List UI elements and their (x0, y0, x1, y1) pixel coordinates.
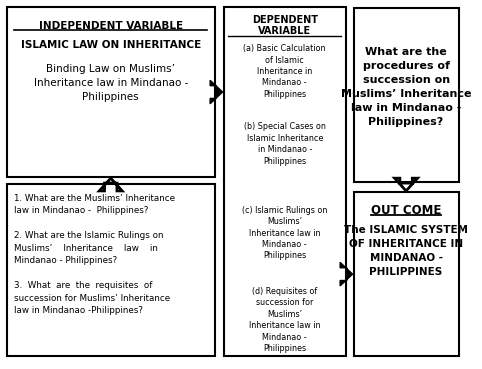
FancyBboxPatch shape (7, 7, 215, 177)
Polygon shape (395, 178, 417, 191)
Text: Binding Law on Muslims’
Inheritance law in Mindanao -
Philippines: Binding Law on Muslims’ Inheritance law … (34, 63, 188, 101)
Text: INDEPENDENT VARIABLE: INDEPENDENT VARIABLE (39, 21, 183, 31)
Text: ISLAMIC LAW ON INHERITANCE: ISLAMIC LAW ON INHERITANCE (21, 40, 201, 50)
Text: OUT COME: OUT COME (371, 204, 441, 217)
Text: (b) Special Cases on
Islamic Inheritance
in Mindanao -
Philippines: (b) Special Cases on Islamic Inheritance… (244, 123, 326, 166)
FancyBboxPatch shape (353, 192, 459, 356)
FancyBboxPatch shape (353, 8, 459, 182)
Text: The ISLAMIC SYSTEM
OF INHERITANCE IN
MINDANAO -
PHILIPPINES: The ISLAMIC SYSTEM OF INHERITANCE IN MIN… (344, 225, 468, 277)
Polygon shape (99, 178, 122, 191)
Text: (c) Islamic Rulings on
Muslims’
Inheritance law in
Mindanao -
Philippines: (c) Islamic Rulings on Muslims’ Inherita… (242, 206, 327, 261)
Text: DEPENDENT
VARIABLE: DEPENDENT VARIABLE (252, 15, 318, 36)
Text: (a) Basic Calculation
of Islamic
Inheritance in
Mindanao -
Philippines: (a) Basic Calculation of Islamic Inherit… (243, 44, 326, 99)
FancyBboxPatch shape (224, 7, 346, 356)
Text: What are the
procedures of
succession on
Muslims’ Inheritance
law in Mindanao -
: What are the procedures of succession on… (341, 47, 471, 127)
Text: 1. What are the Muslims’ Inheritance
law in Mindanao -  Philippines?

2. What ar: 1. What are the Muslims’ Inheritance law… (14, 194, 175, 315)
Polygon shape (210, 80, 223, 104)
Text: (d) Requisites of
succession for
Muslims’
Inheritance law in
Mindanao -
Philippi: (d) Requisites of succession for Muslims… (249, 287, 321, 353)
Polygon shape (340, 262, 352, 286)
FancyBboxPatch shape (7, 184, 215, 356)
